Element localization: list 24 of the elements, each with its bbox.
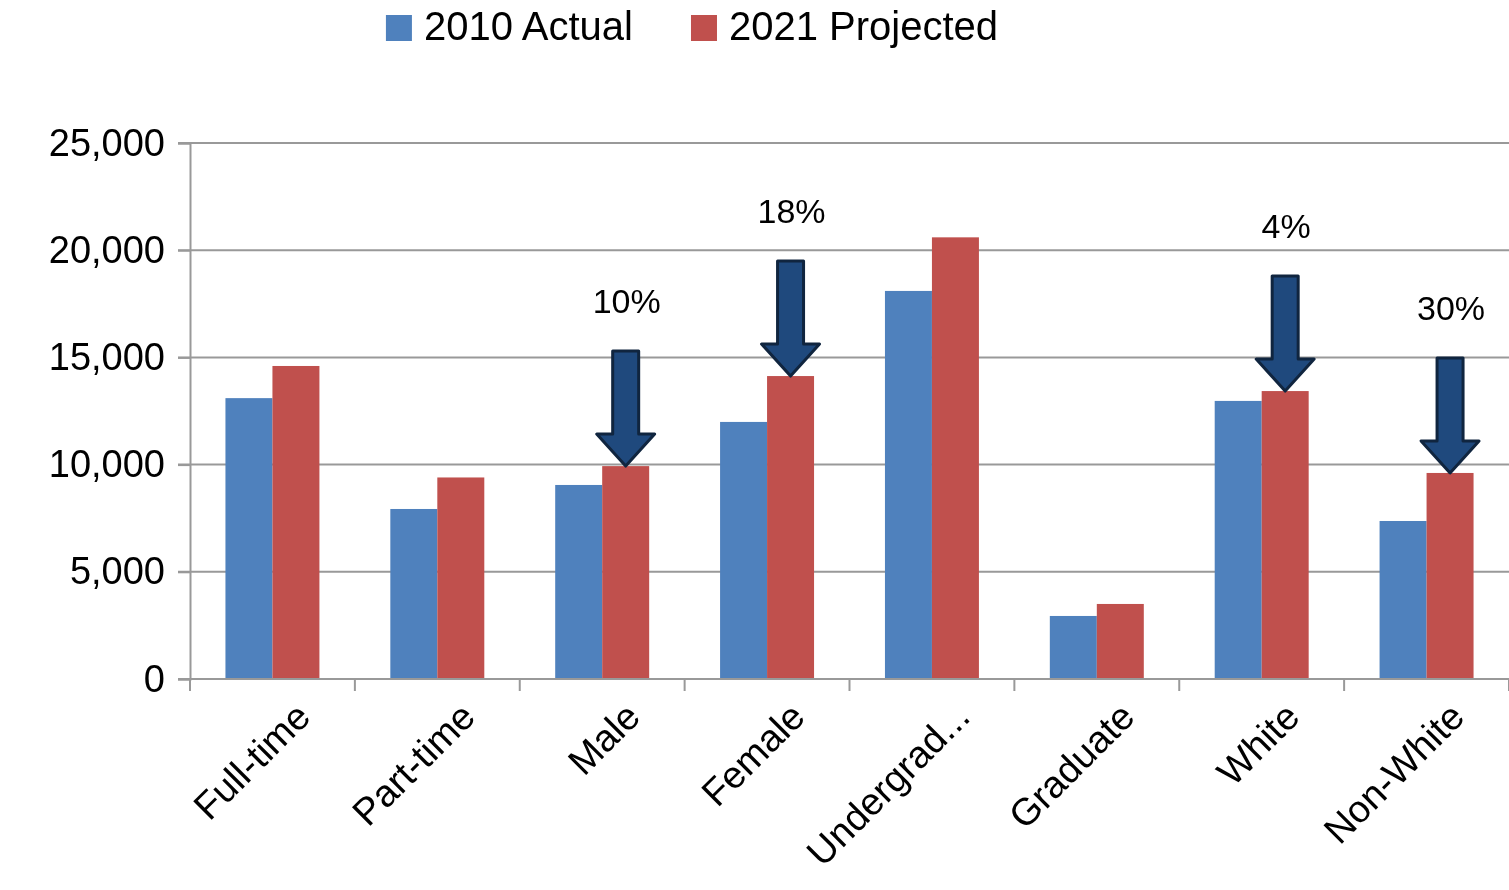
bar xyxy=(1379,520,1427,679)
bar xyxy=(225,398,273,679)
bar xyxy=(1096,603,1144,679)
y-tick-label: 15,000 xyxy=(48,336,165,379)
y-tick-label: 20,000 xyxy=(48,228,165,271)
bar xyxy=(931,237,979,679)
legend-label: 2010 Actual xyxy=(423,4,633,48)
bar xyxy=(390,508,438,679)
annotation: 10% xyxy=(592,282,661,321)
annotation: 30% xyxy=(1417,288,1486,327)
bar xyxy=(884,290,932,679)
y-tick-label: 0 xyxy=(143,657,165,700)
y-tick-label: 5,000 xyxy=(69,550,165,593)
annotation: 4% xyxy=(1261,207,1311,246)
annotation: 18% xyxy=(757,192,826,231)
bar xyxy=(272,365,320,679)
bar xyxy=(720,421,768,679)
y-tick-label: 10,000 xyxy=(48,443,165,486)
bar xyxy=(1214,400,1262,679)
bar xyxy=(437,477,485,679)
legend-label: 2021 Projected xyxy=(728,4,999,48)
y-tick-label: 25,000 xyxy=(48,121,165,164)
bar xyxy=(1049,615,1097,679)
bar xyxy=(555,484,603,679)
